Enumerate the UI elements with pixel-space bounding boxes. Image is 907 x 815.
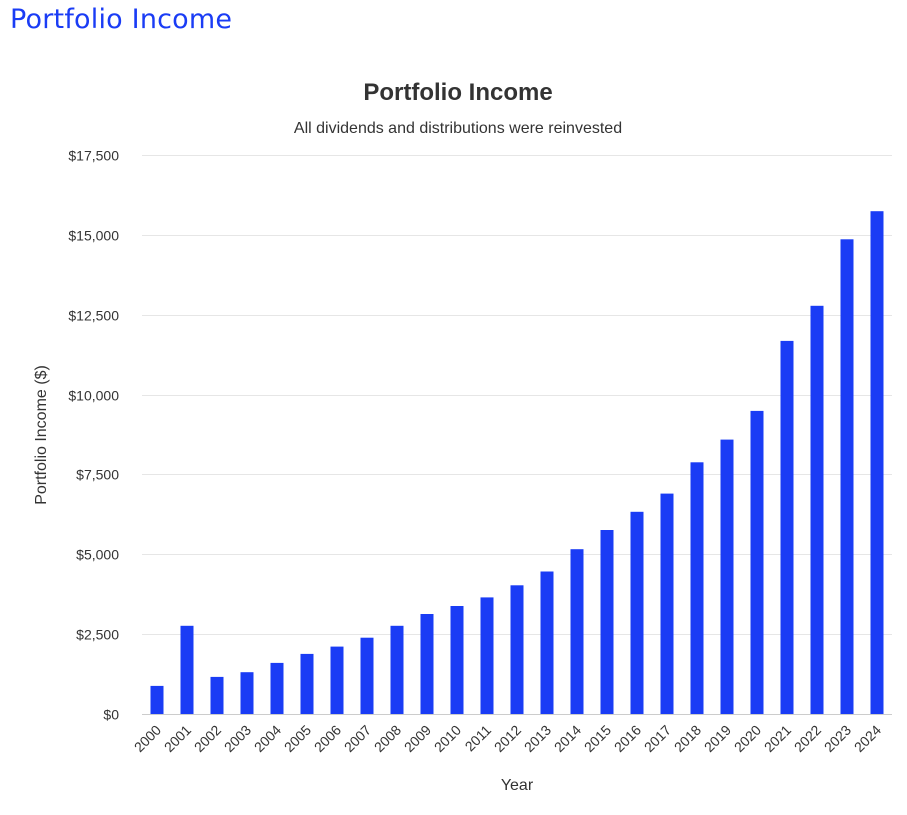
- x-tick-label: 2008: [371, 722, 404, 755]
- x-tick-label: 2020: [731, 722, 764, 755]
- bar-2020: [750, 410, 764, 714]
- x-tick-label: 2011: [462, 722, 495, 755]
- x-tick-label: 2014: [551, 722, 584, 755]
- bar-2015: [600, 530, 614, 714]
- bar-2010: [450, 606, 464, 714]
- x-tick-label: 2013: [521, 722, 554, 755]
- y-tick-label: $10,000: [68, 388, 119, 404]
- bar-2006: [330, 646, 344, 714]
- x-tick-label: 2012: [491, 722, 524, 755]
- bar-2023: [840, 239, 854, 715]
- y-tick-label: $17,500: [68, 148, 119, 164]
- bar-2000: [150, 685, 164, 714]
- bars: [150, 211, 884, 715]
- bar-2018: [690, 462, 704, 714]
- y-tick-label: $7,500: [76, 467, 119, 483]
- gridlines: [142, 155, 892, 635]
- x-tick-label: 2010: [431, 722, 464, 755]
- page-heading: Portfolio Income: [10, 4, 233, 35]
- bar-2009: [420, 614, 434, 714]
- x-tick-label: 2006: [311, 722, 344, 755]
- bar-2004: [270, 662, 284, 714]
- bar-2012: [510, 585, 524, 714]
- y-tick-label: $0: [103, 707, 119, 723]
- bar-2003: [240, 672, 254, 714]
- y-tick-label: $15,000: [68, 228, 119, 244]
- x-tick-label: 2022: [791, 722, 824, 755]
- y-tick-label: $12,500: [68, 308, 119, 324]
- bar-2022: [810, 305, 824, 714]
- bar-2011: [480, 597, 494, 714]
- x-tick-label: 2021: [761, 722, 794, 755]
- x-tick-label: 2018: [671, 722, 704, 755]
- y-tick-label: $5,000: [76, 547, 119, 563]
- x-axis-title: Year: [501, 777, 534, 794]
- x-tick-label: 2017: [641, 722, 674, 755]
- x-tick-label: 2004: [251, 722, 284, 755]
- bar-2002: [210, 676, 224, 714]
- y-axis-title: Portfolio Income ($): [33, 365, 50, 505]
- bar-2014: [570, 549, 584, 714]
- x-tick-label: 2003: [221, 722, 254, 755]
- x-tick-label: 2023: [821, 722, 854, 755]
- bar-2008: [390, 625, 404, 714]
- chart-subtitle: All dividends and distributions were rei…: [294, 120, 622, 137]
- x-tick-label: 2024: [851, 722, 884, 755]
- x-tick-label: 2019: [701, 722, 734, 755]
- bar-2005: [300, 653, 314, 714]
- x-tick-label: 2002: [191, 722, 224, 755]
- bar-2017: [660, 493, 674, 714]
- x-tick-label: 2000: [131, 722, 164, 755]
- x-axis-ticks: 2000200120022003200420052006200720082009…: [131, 722, 884, 755]
- x-tick-label: 2001: [161, 722, 194, 755]
- bar-2001: [180, 625, 194, 714]
- bar-2007: [360, 637, 374, 714]
- bar-2013: [540, 571, 554, 714]
- x-tick-label: 2016: [611, 722, 644, 755]
- bar-2021: [780, 340, 794, 714]
- x-tick-label: 2007: [341, 722, 374, 755]
- y-tick-label: $2,500: [76, 627, 119, 643]
- bar-2016: [630, 511, 644, 714]
- x-tick-label: 2015: [581, 722, 614, 755]
- bar-2024: [870, 211, 884, 714]
- x-tick-label: 2005: [281, 722, 314, 755]
- bar-2019: [720, 439, 734, 714]
- y-axis-ticks: $0 $2,500 $5,000 $7,500 $10,000 $12,500 $15,00…: [68, 148, 119, 723]
- chart-title: Portfolio Income: [363, 79, 552, 106]
- x-tick-label: 2009: [401, 722, 434, 755]
